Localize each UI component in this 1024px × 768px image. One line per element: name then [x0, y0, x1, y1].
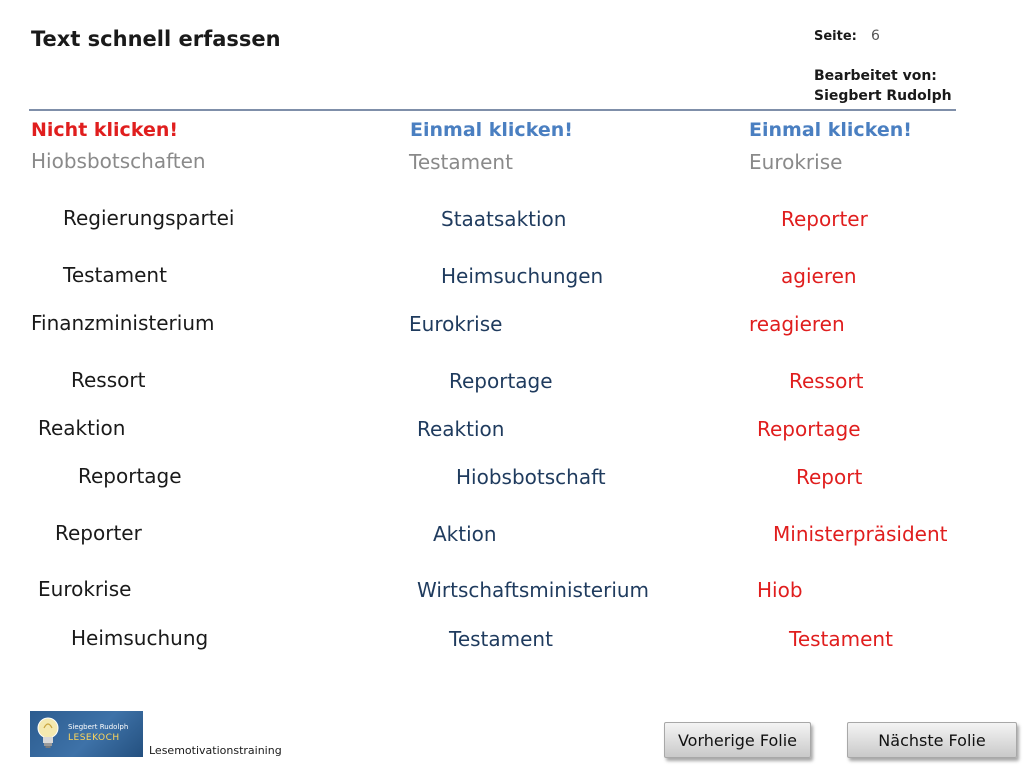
- column-2-word[interactable]: Wirtschaftsministerium: [417, 578, 650, 602]
- column-1-word: Finanzministerium: [31, 311, 215, 335]
- column-2-word[interactable]: Reaktion: [417, 417, 505, 441]
- column-1-word: Reaktion: [38, 416, 126, 440]
- column-3-word[interactable]: Reporter: [781, 207, 868, 231]
- page-number: 6: [871, 28, 880, 44]
- column-2-word[interactable]: Reportage: [449, 369, 553, 393]
- column-3-word[interactable]: Reportage: [757, 417, 861, 441]
- column-3-word[interactable]: Ressort: [789, 369, 864, 393]
- column-3-word[interactable]: Hiob: [757, 578, 803, 602]
- column-2-target-word: Testament: [409, 150, 513, 174]
- logo-brand: LESEKOCH: [68, 733, 120, 743]
- column-1-word: Heimsuchung: [71, 626, 209, 650]
- header-divider: [29, 109, 956, 111]
- column-3-word[interactable]: agieren: [781, 264, 857, 288]
- column-2-word[interactable]: Eurokrise: [409, 312, 503, 336]
- column-2-word[interactable]: Aktion: [433, 522, 497, 546]
- edited-by-label: Bearbeitet von:: [814, 68, 937, 84]
- edited-by-name: Siegbert Rudolph: [814, 88, 952, 104]
- lesekoch-logo: Siegbert Rudolph LESEKOCH: [30, 711, 143, 757]
- column-2-word[interactable]: Hiobsbotschaft: [456, 465, 606, 489]
- column-3-word[interactable]: Ministerpräsident: [773, 522, 948, 546]
- column-2-word[interactable]: Testament: [449, 627, 553, 651]
- next-slide-button[interactable]: Nächste Folie: [847, 722, 1017, 758]
- lightbulb-icon: [37, 717, 59, 748]
- column-3-target-word: Eurokrise: [749, 150, 843, 174]
- page-title: Text schnell erfassen: [31, 27, 281, 51]
- column-2-heading: Einmal klicken!: [410, 119, 573, 141]
- column-2-word[interactable]: Heimsuchungen: [441, 264, 604, 288]
- footer-caption: Lesemotivationstraining: [149, 744, 282, 757]
- column-1-word: Eurokrise: [38, 577, 132, 601]
- column-1-target-word: Hiobsbotschaften: [31, 149, 206, 173]
- column-1-word: Ressort: [71, 368, 146, 392]
- column-1-word: Reporter: [55, 521, 142, 545]
- page-label: Seite:: [814, 29, 857, 44]
- column-3-heading: Einmal klicken!: [749, 119, 912, 141]
- column-3-word[interactable]: Report: [796, 465, 863, 489]
- column-2-word[interactable]: Staatsaktion: [441, 207, 567, 231]
- column-1-word: Regierungspartei: [63, 206, 235, 230]
- column-1-word: Testament: [63, 263, 167, 287]
- column-1-word: Reportage: [78, 464, 182, 488]
- column-1-heading: Nicht klicken!: [31, 119, 179, 141]
- previous-slide-button[interactable]: Vorherige Folie: [664, 722, 811, 758]
- column-3-word[interactable]: reagieren: [749, 312, 845, 336]
- column-3-word[interactable]: Testament: [789, 627, 893, 651]
- logo-author: Siegbert Rudolph: [68, 723, 129, 731]
